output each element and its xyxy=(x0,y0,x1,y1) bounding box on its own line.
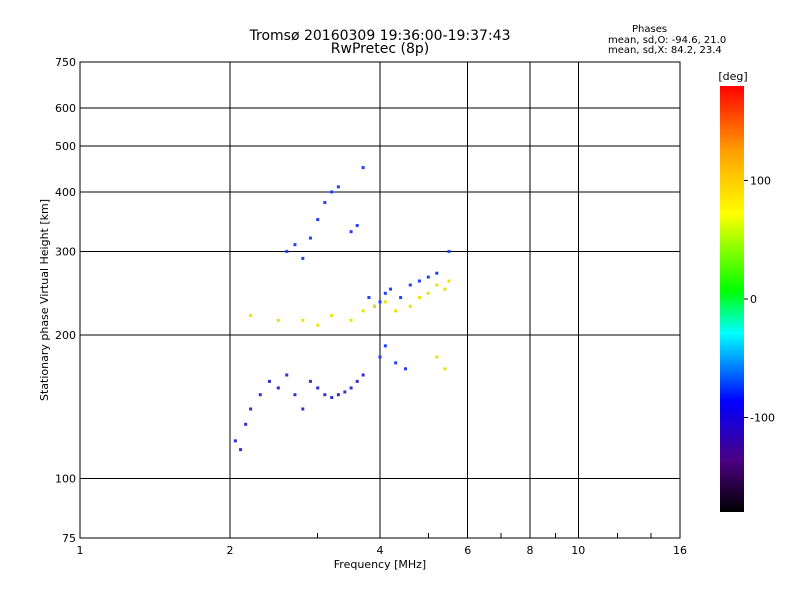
data-point xyxy=(361,373,365,377)
y-tick-label: 400 xyxy=(55,186,76,199)
colorbar-tick-label: 100 xyxy=(750,175,771,188)
data-point xyxy=(316,218,320,222)
x-axis-label: Frequency [MHz] xyxy=(334,558,426,571)
data-point xyxy=(293,393,297,397)
chart-title: Tromsø 20160309 19:36:00-19:37:43 xyxy=(249,28,511,44)
data-point xyxy=(316,323,320,327)
data-point xyxy=(330,190,334,194)
data-point xyxy=(301,256,305,260)
data-point xyxy=(258,393,262,397)
data-point xyxy=(383,291,387,295)
data-point xyxy=(233,439,237,443)
data-point xyxy=(389,287,393,291)
colorbar-tick-label: -100 xyxy=(750,411,775,424)
data-point xyxy=(361,309,365,313)
colorbar-label: [deg] xyxy=(718,70,747,83)
y-tick-label: 100 xyxy=(55,473,76,486)
x-tick-label: 16 xyxy=(673,544,687,557)
data-point xyxy=(408,304,412,308)
data-point xyxy=(399,296,403,300)
data-point xyxy=(276,318,280,322)
data-point xyxy=(249,314,253,318)
x-tick-label: 8 xyxy=(527,544,534,557)
data-point xyxy=(394,361,398,365)
y-tick-label: 300 xyxy=(55,245,76,258)
chart-subtitle: RwPretec (8p) xyxy=(331,41,429,57)
data-point xyxy=(293,243,297,247)
data-point xyxy=(426,291,430,295)
y-tick-label: 500 xyxy=(55,140,76,153)
x-tick-label: 10 xyxy=(571,544,585,557)
stats-x-line: mean, sd,X: 84.2, 23.4 xyxy=(608,45,722,56)
data-point xyxy=(336,393,340,397)
colorbar xyxy=(720,86,744,512)
data-point xyxy=(383,344,387,348)
data-point xyxy=(301,407,305,411)
data-point xyxy=(244,422,248,426)
data-point xyxy=(349,230,353,234)
data-point xyxy=(403,367,407,371)
data-point xyxy=(308,236,312,240)
data-point xyxy=(330,395,334,399)
x-tick-label: 1 xyxy=(77,544,84,557)
data-point xyxy=(285,373,289,377)
data-point xyxy=(408,283,412,287)
data-point xyxy=(249,407,253,411)
x-tick-label: 2 xyxy=(227,544,234,557)
data-point xyxy=(447,279,451,283)
x-tick-label: 6 xyxy=(464,544,471,557)
data-point xyxy=(276,386,280,390)
data-point xyxy=(323,393,327,397)
data-point xyxy=(349,318,353,322)
data-point xyxy=(417,279,421,283)
plot-frame xyxy=(79,61,681,539)
data-point xyxy=(301,318,305,322)
y-tick-label: 750 xyxy=(55,56,76,69)
y-tick-label: 200 xyxy=(55,329,76,342)
data-point xyxy=(349,386,353,390)
data-point xyxy=(267,379,271,383)
x-tick-label: 4 xyxy=(377,544,384,557)
data-point xyxy=(426,275,430,279)
x-axis-ticks: 1 2 4 6 8 10 16 xyxy=(77,533,687,557)
data-point xyxy=(373,304,377,308)
y-tick-label: 75 xyxy=(62,532,76,545)
data-point xyxy=(435,355,439,359)
data-point xyxy=(367,296,371,300)
data-point xyxy=(285,249,289,253)
data-point xyxy=(355,224,359,228)
stats-o-line: mean, sd,O: -94.6, 21.0 xyxy=(608,35,726,46)
data-point xyxy=(443,367,447,371)
data-point xyxy=(435,283,439,287)
data-point xyxy=(316,386,320,390)
data-point xyxy=(336,185,340,189)
y-axis-label: Stationary phase Virtual Height [km] xyxy=(38,199,51,401)
data-point xyxy=(343,390,347,394)
data-point xyxy=(435,271,439,275)
colorbar-tick-label: 0 xyxy=(750,293,757,306)
y-tick-label: 600 xyxy=(55,102,76,115)
data-point xyxy=(447,249,451,253)
data-point xyxy=(308,379,312,383)
data-point xyxy=(378,355,382,359)
colorbar-ticks: 100 0 -100 xyxy=(744,175,775,424)
data-point xyxy=(378,300,382,304)
data-point xyxy=(443,287,447,291)
y-axis-ticks: 75 100 200 300 400 500 600 750 xyxy=(55,56,76,545)
data-point xyxy=(361,166,365,170)
data-point xyxy=(355,379,359,383)
data-point xyxy=(394,309,398,313)
data-points xyxy=(233,166,451,452)
data-point xyxy=(417,296,421,300)
grid-lines xyxy=(80,62,680,538)
data-point xyxy=(330,314,334,318)
data-point xyxy=(383,300,387,304)
stats-heading: Phases xyxy=(632,24,667,35)
data-point xyxy=(323,201,327,205)
data-point xyxy=(239,448,243,452)
